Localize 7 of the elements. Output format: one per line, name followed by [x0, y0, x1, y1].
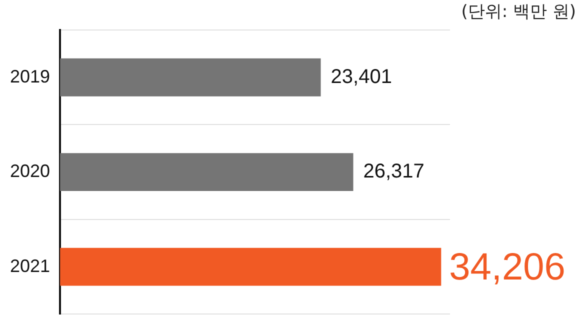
y-tick-label: 2019 [10, 66, 50, 86]
data-label: 26,317 [363, 160, 424, 183]
data-label: 34,206 [449, 246, 566, 288]
data-label: 23,401 [330, 66, 392, 88]
y-tick-label: 2021 [10, 256, 50, 276]
y-tick-label: 2020 [10, 161, 50, 182]
text: (단위: 백만 원) [461, 1, 576, 23]
